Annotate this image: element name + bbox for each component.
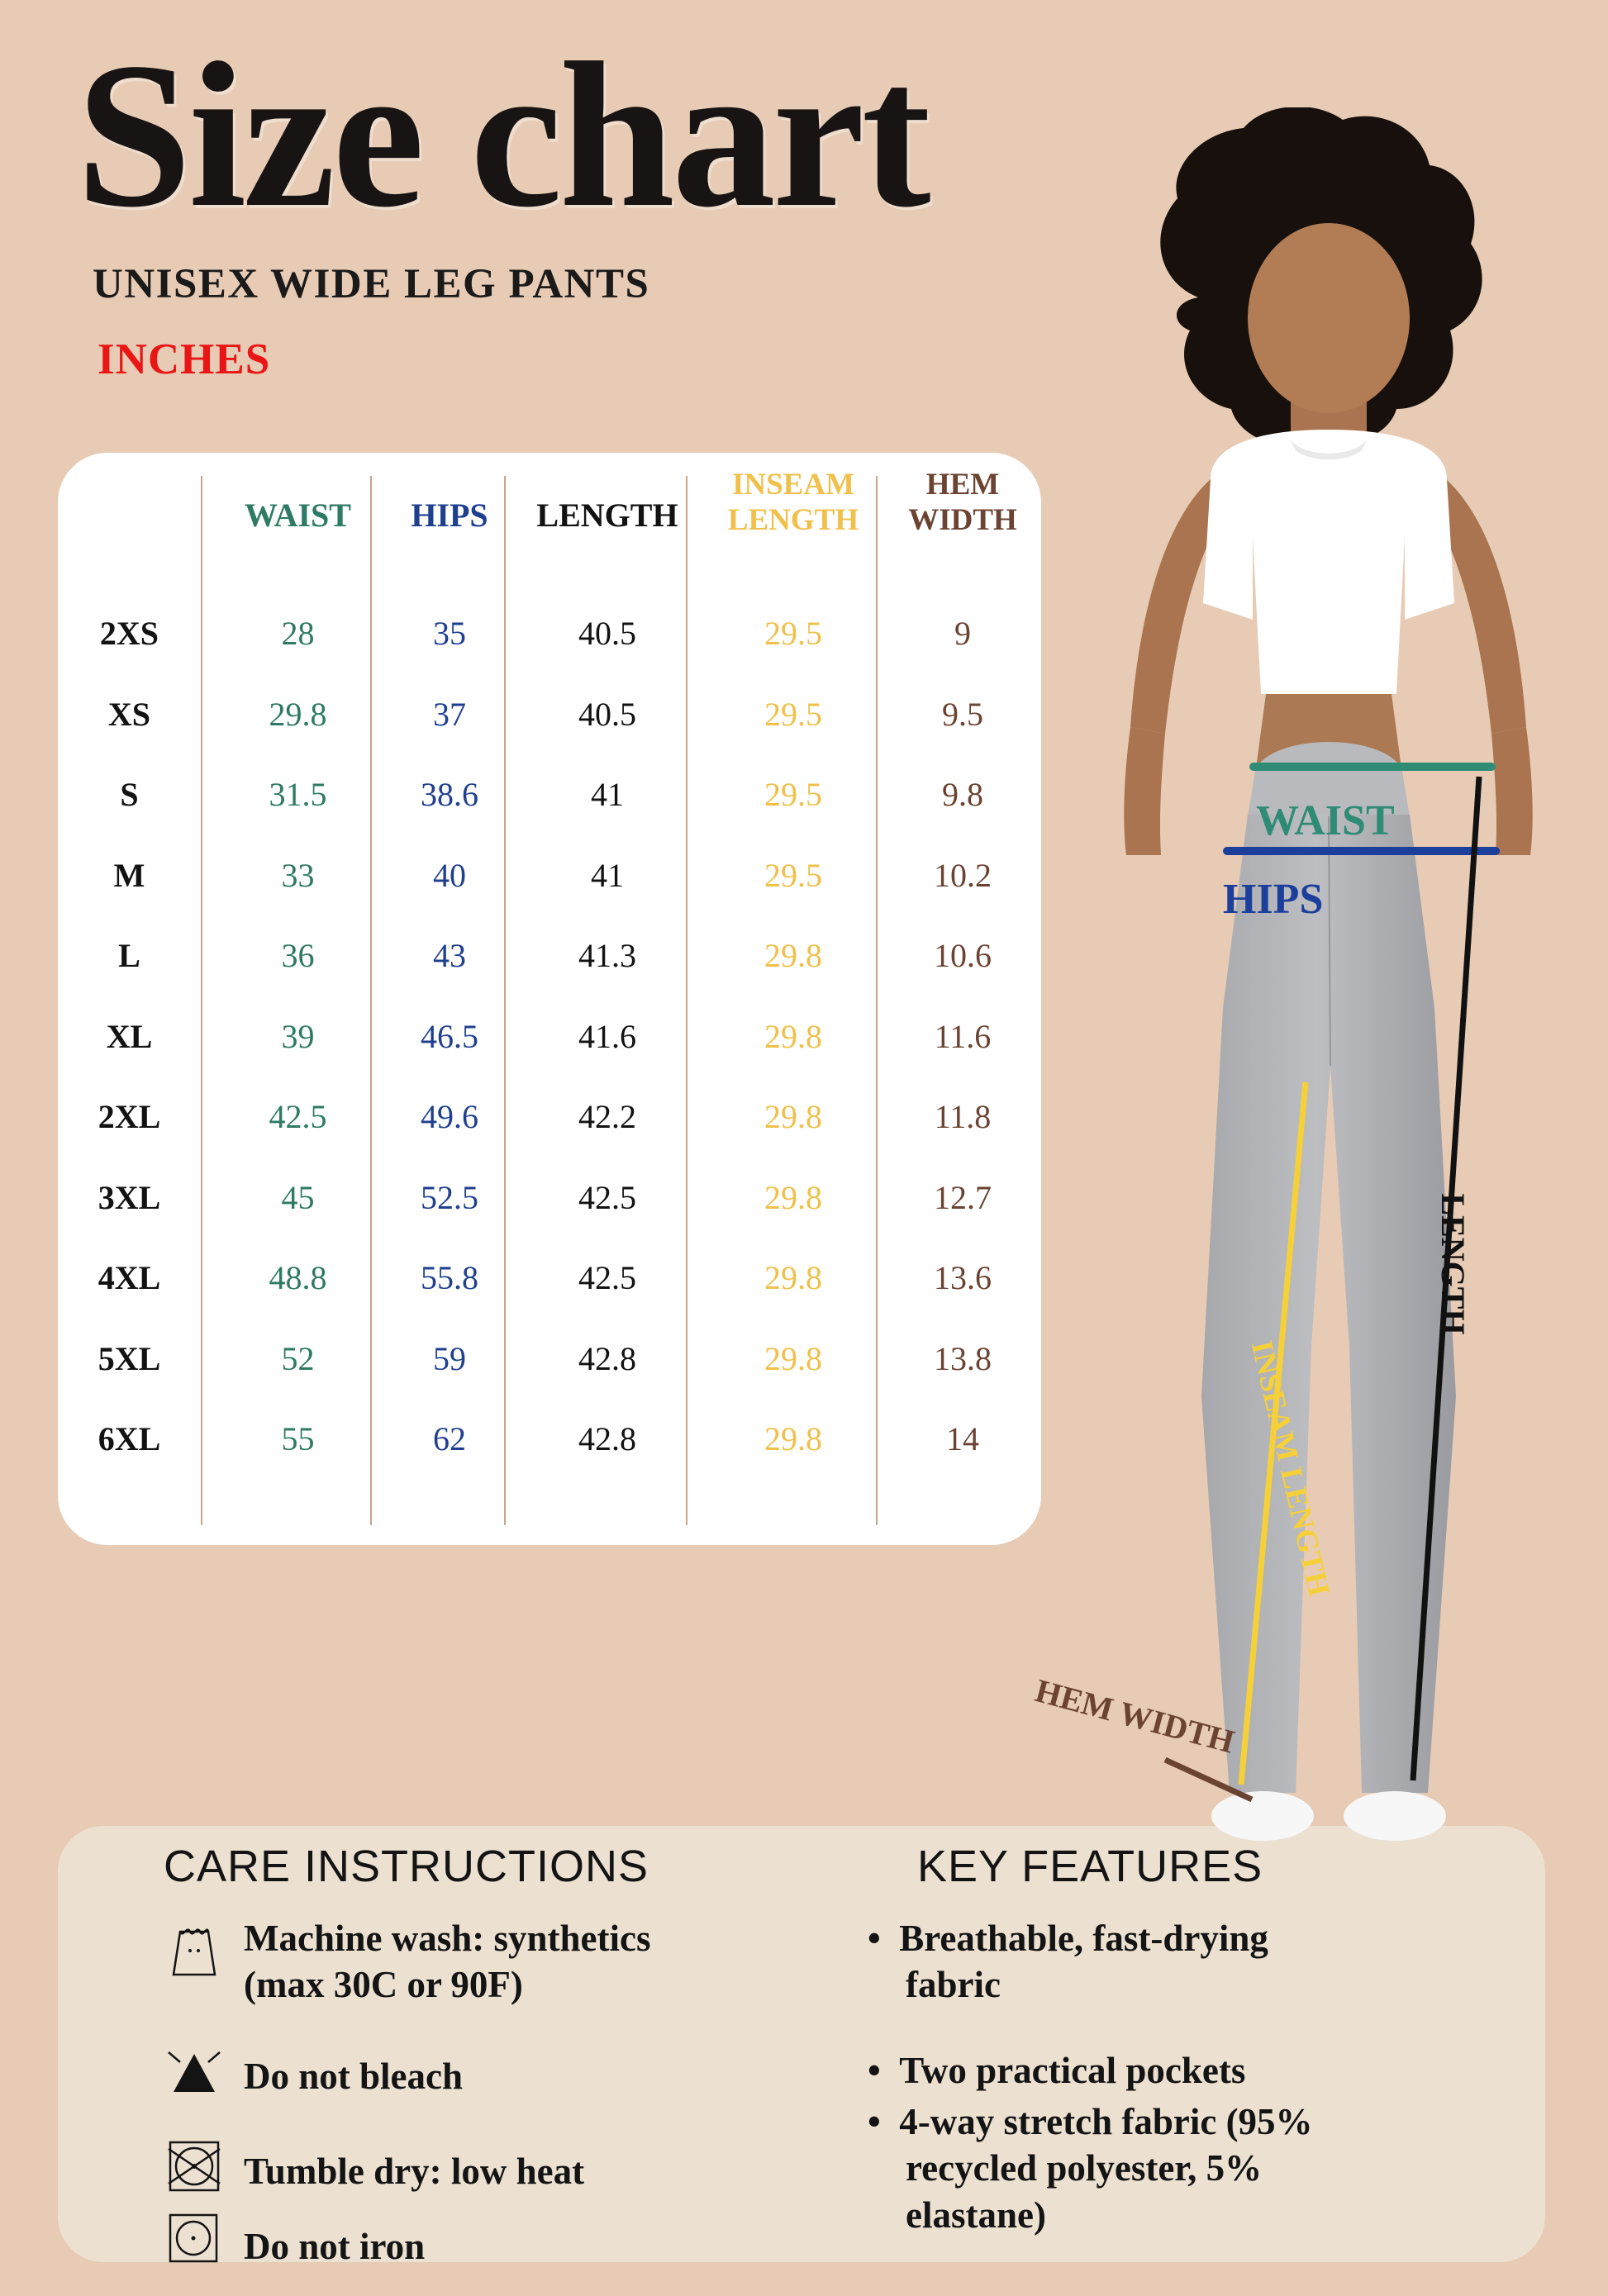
svg-text:HEM WIDTH: HEM WIDTH — [1033, 1671, 1239, 1760]
svg-text:WAIST: WAIST — [1256, 797, 1395, 844]
svg-text:HIPS: HIPS — [1223, 876, 1323, 923]
svg-text:LENGTH: LENGTH — [1434, 1193, 1472, 1334]
